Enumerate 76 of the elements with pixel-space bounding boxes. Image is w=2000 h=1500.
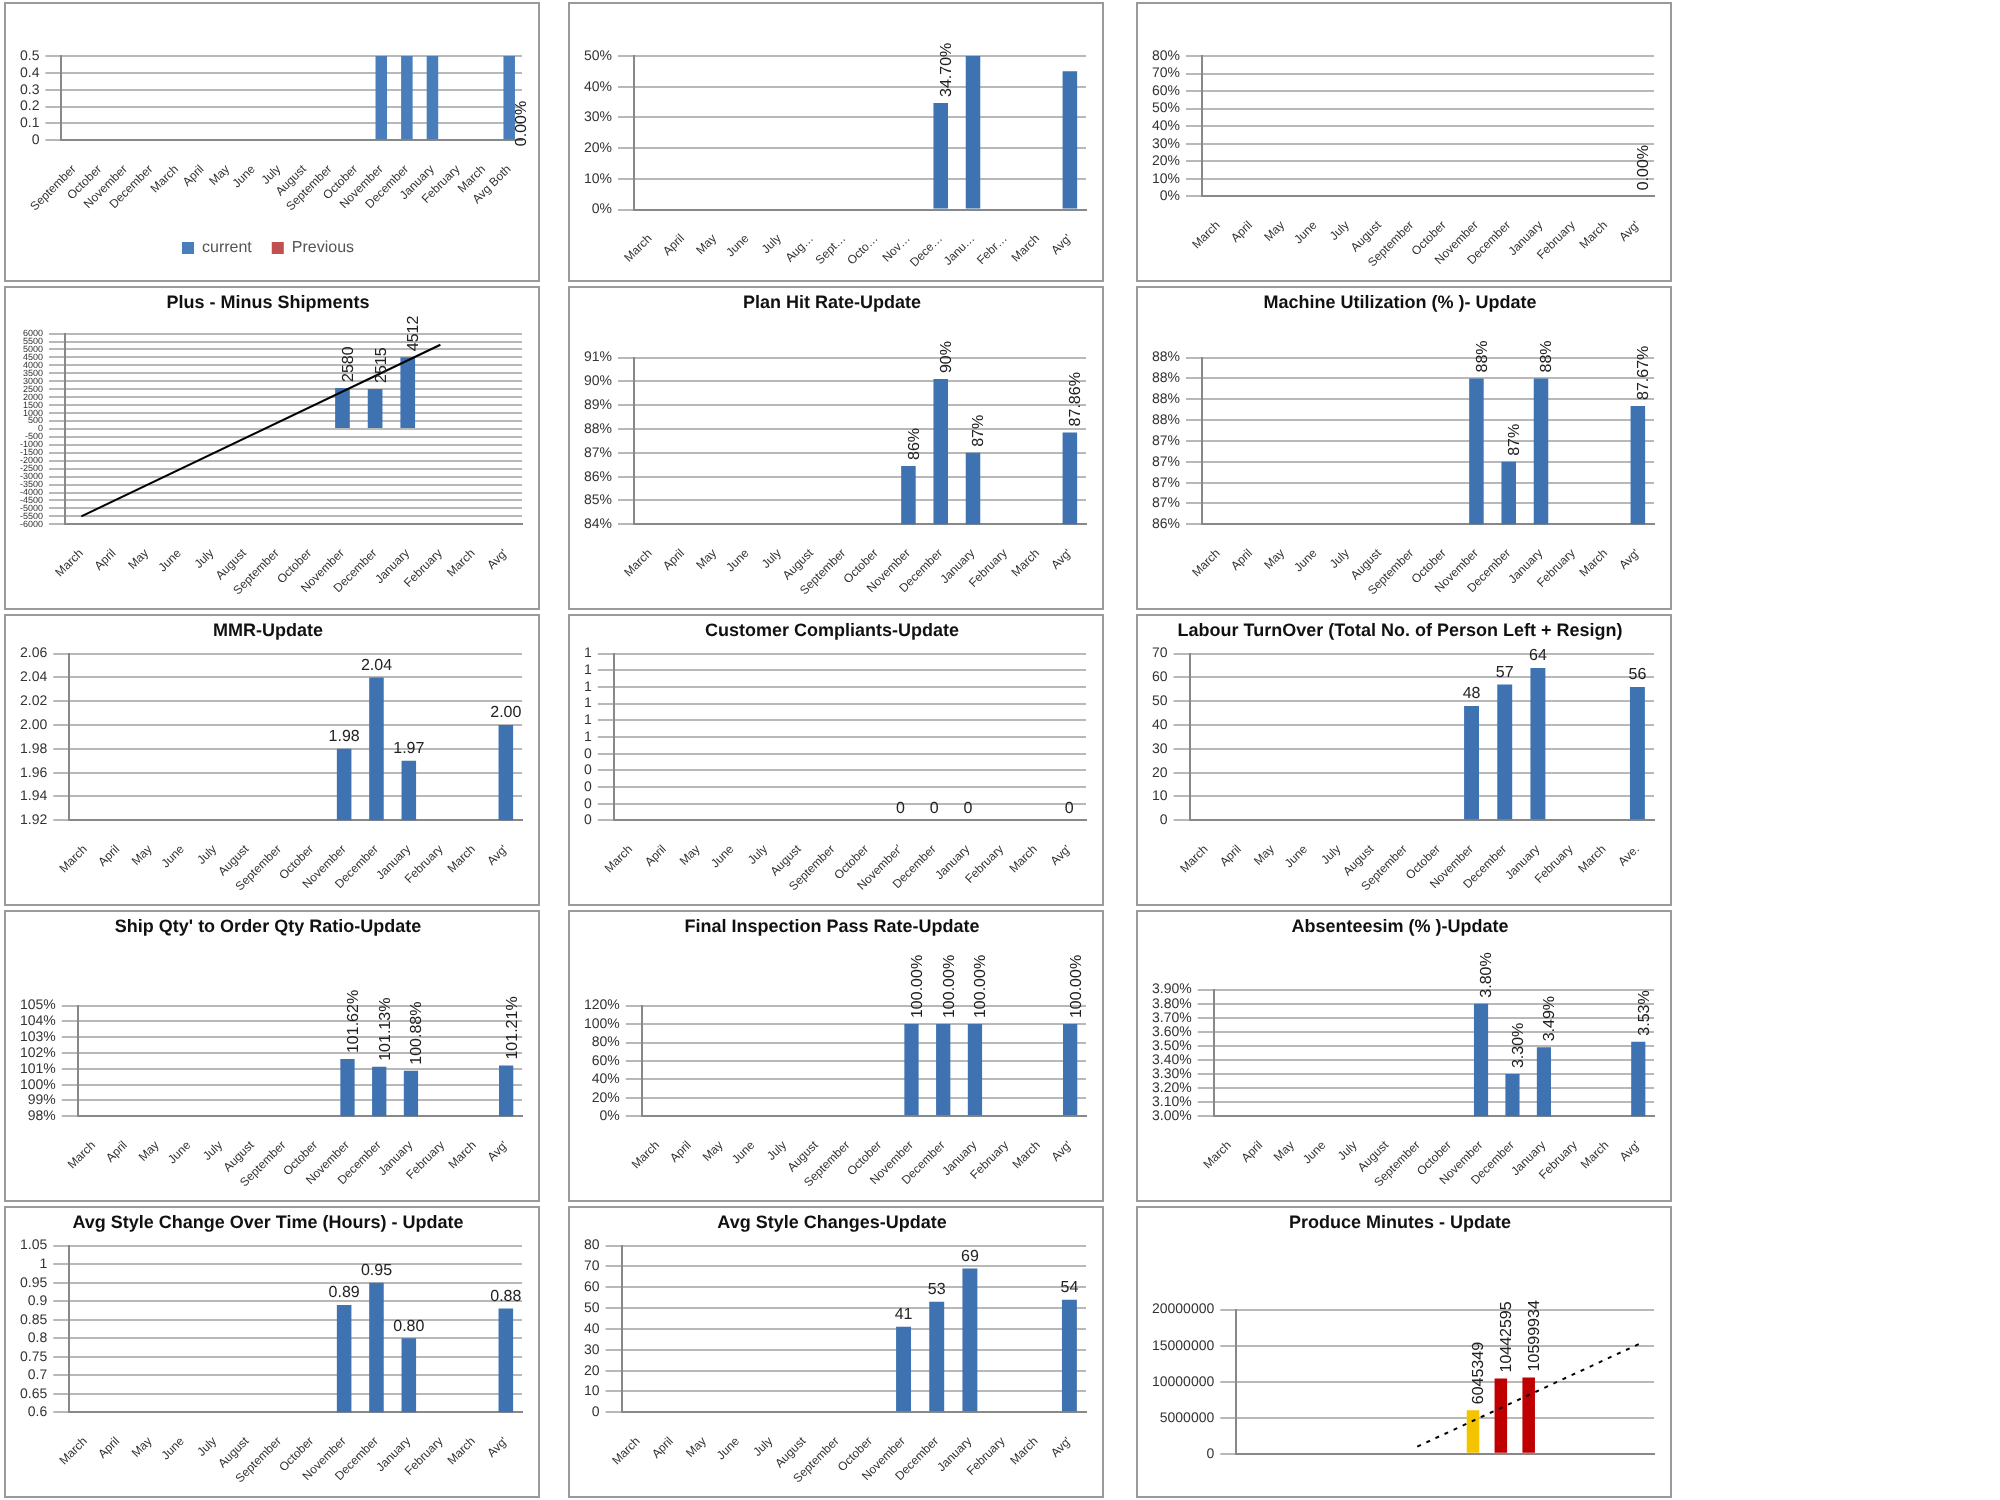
data-label: 64 xyxy=(1528,646,1548,665)
bar xyxy=(367,388,383,428)
data-label: 0 xyxy=(929,798,940,817)
chart-title: Absenteesim (% )-Update xyxy=(1291,915,1509,936)
bar xyxy=(1061,1299,1077,1412)
data-label: 87.67% xyxy=(1634,345,1653,400)
data-label: 41 xyxy=(894,1305,914,1324)
bar xyxy=(896,1326,912,1412)
data-label: 48 xyxy=(1462,684,1482,703)
chart-title: MMR-Update xyxy=(213,619,323,640)
data-label: 0.89 xyxy=(328,1283,361,1302)
chart-title: Plus - Minus Shipments xyxy=(166,291,370,312)
chart-title: Avg Style Change Over Time (Hours) - Update xyxy=(72,1211,464,1232)
bar xyxy=(1494,1378,1508,1453)
bar xyxy=(962,1268,978,1412)
legend-label: current xyxy=(201,238,254,257)
chart-title: Produce Minutes - Update xyxy=(1288,1211,1512,1232)
data-label: 10442595 xyxy=(1497,1300,1516,1373)
chart-title: Plan Hit Rate-Update xyxy=(742,291,922,312)
data-label: 3.80% xyxy=(1477,952,1496,998)
data-label: 100.00% xyxy=(939,954,958,1019)
data-label: 69 xyxy=(960,1246,980,1265)
data-label: 0.95 xyxy=(360,1261,394,1280)
bar xyxy=(1062,71,1078,209)
data-label: 100.00% xyxy=(907,954,926,1019)
data-label: 3.49% xyxy=(1540,995,1559,1042)
data-label: 53 xyxy=(927,1280,947,1299)
bar xyxy=(929,1301,945,1412)
bar xyxy=(965,56,981,209)
data-label: 87.86% xyxy=(1066,372,1085,427)
data-label: 88% xyxy=(1472,340,1491,373)
data-label: 88% xyxy=(1537,340,1556,373)
data-label: 6045349 xyxy=(1469,1340,1488,1405)
data-label: 86% xyxy=(904,427,923,460)
data-label: 0 xyxy=(1064,798,1075,817)
data-label: 2.04 xyxy=(360,655,394,674)
data-label: 0.88 xyxy=(490,1286,523,1305)
chart-title: Final Inspection Pass Rate-Update xyxy=(684,915,980,936)
data-label: 3.53% xyxy=(1634,990,1653,1036)
data-label: 101.13% xyxy=(375,997,394,1061)
data-label: 101.21% xyxy=(502,996,521,1060)
data-label: 2.00 xyxy=(490,703,523,722)
data-label: 87% xyxy=(969,414,988,447)
data-label: 57 xyxy=(1495,662,1515,681)
chart-title: Machine Utilization (% )- Update xyxy=(1263,291,1537,312)
bar xyxy=(933,102,948,209)
data-label: 0.00% xyxy=(1634,144,1653,191)
bar xyxy=(335,387,350,428)
data-label: 0 xyxy=(896,798,907,817)
data-label: 54 xyxy=(1060,1278,1080,1297)
data-label: 87% xyxy=(1505,423,1524,456)
data-label: 1.97 xyxy=(393,739,426,758)
data-label: 100.88% xyxy=(407,1001,426,1065)
data-label: 34.70% xyxy=(937,42,956,97)
data-label: 2515 xyxy=(371,346,390,383)
data-label: 10599934 xyxy=(1525,1299,1544,1372)
data-label: 100.00% xyxy=(971,954,990,1019)
bar xyxy=(1466,1410,1480,1453)
data-label: 2580 xyxy=(338,345,357,382)
chart-title: Labour TurnOver (Total No. of Person Left + Resign) xyxy=(1177,619,1623,640)
data-label: 4512 xyxy=(404,314,423,352)
chart-title: Customer Compliants-Update xyxy=(704,619,960,640)
data-label: 1.98 xyxy=(328,727,361,746)
data-label: 0.80 xyxy=(393,1316,426,1335)
data-label: 90% xyxy=(937,341,956,374)
data-label: 56 xyxy=(1628,665,1648,684)
data-label: 101.62% xyxy=(343,989,362,1054)
chart-title: Avg Style Changes-Update xyxy=(717,1211,947,1232)
data-label: 3.30% xyxy=(1508,1022,1527,1069)
bar xyxy=(400,357,416,428)
bar xyxy=(1522,1377,1535,1453)
data-label: 0 xyxy=(963,798,974,817)
annotation: 0.00% xyxy=(511,100,530,147)
data-label: 100.00% xyxy=(1066,954,1085,1019)
chart-title: Ship Qty' to Order Qty Ratio-Update xyxy=(114,915,422,936)
legend-label: Previous xyxy=(291,238,355,257)
